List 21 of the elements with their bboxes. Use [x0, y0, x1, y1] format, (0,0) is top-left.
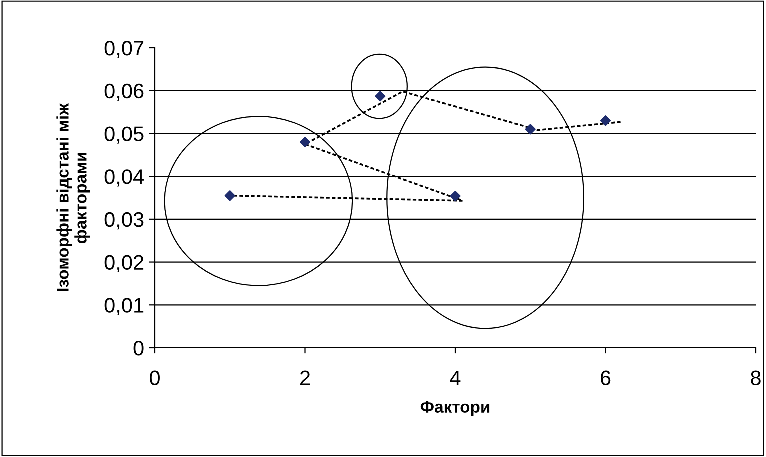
x-tick-label: 2 [300, 370, 310, 386]
y-tick-label: 0,05 [104, 126, 144, 144]
x-tick-label: 4 [450, 370, 461, 386]
y-tick-label: 0,07 [104, 41, 144, 58]
point [450, 190, 461, 202]
x-tick-label: 8 [751, 370, 761, 386]
point [224, 190, 236, 202]
x-tick-label: 6 [601, 370, 611, 386]
point [300, 136, 311, 148]
point [375, 91, 386, 102]
point [600, 116, 612, 126]
x-axis-title: Фактори [420, 401, 490, 416]
y-axis-title: Ізоморфні відстані між факторами [56, 103, 90, 292]
x-tick-label: 0 [150, 370, 160, 386]
y-tick-label: 0,02 [104, 255, 144, 272]
y-tick-label: 0,04 [104, 170, 144, 187]
y-tick-label: 0,06 [104, 84, 144, 102]
point [525, 124, 536, 135]
y-tick-label: 0 [134, 341, 144, 356]
y-tick-label: 0,01 [104, 298, 144, 316]
y-tick-label: 0,03 [104, 212, 144, 230]
